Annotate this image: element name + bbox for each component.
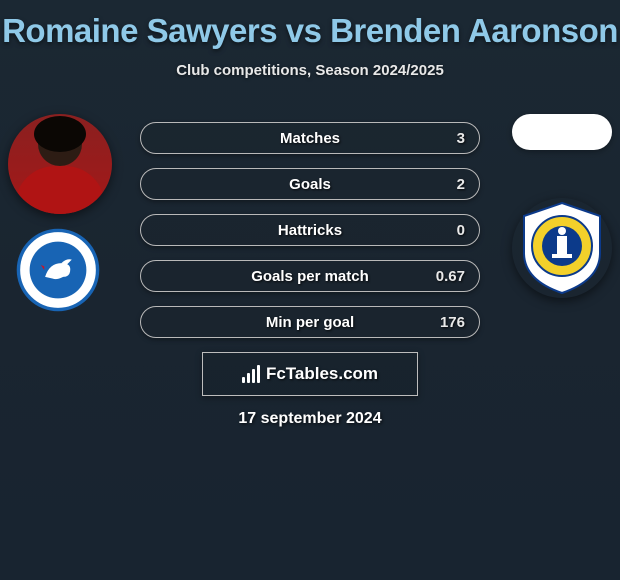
stats-list: Matches 3 Goals 2 Hattricks 0 Goals per … xyxy=(140,122,480,352)
subtitle: Club competitions, Season 2024/2025 xyxy=(0,62,620,79)
stat-label: Min per goal xyxy=(141,314,479,331)
source-logo: FcTables.com xyxy=(202,352,418,396)
stat-label: Matches xyxy=(141,130,479,147)
stat-row: Hattricks 0 xyxy=(140,214,480,246)
stat-label: Hattricks xyxy=(141,222,479,239)
stat-row: Min per goal 176 xyxy=(140,306,480,338)
page-title: Romaine Sawyers vs Brenden Aaronson xyxy=(0,0,620,50)
stat-row: Matches 3 xyxy=(140,122,480,154)
stat-row: Goals 2 xyxy=(140,168,480,200)
bars-icon xyxy=(242,365,260,383)
player1-club-crest xyxy=(8,226,108,314)
source-name: FcTables.com xyxy=(266,364,378,384)
player2-club-crest xyxy=(512,198,612,298)
player2-photo xyxy=(512,114,612,150)
stat-row: Goals per match 0.67 xyxy=(140,260,480,292)
stat-label: Goals xyxy=(141,176,479,193)
stat-label: Goals per match xyxy=(141,268,479,285)
left-column xyxy=(8,114,112,314)
date-text: 17 september 2024 xyxy=(0,410,620,428)
player1-photo xyxy=(8,114,112,214)
right-column xyxy=(512,114,612,298)
